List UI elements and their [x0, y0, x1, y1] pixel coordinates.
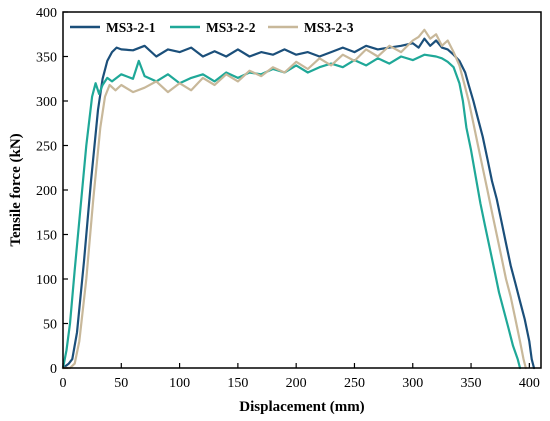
y-tick-label: 400	[36, 6, 57, 21]
y-tick-label: 100	[36, 273, 57, 288]
x-tick-label: 50	[114, 376, 128, 391]
y-axis-label: Tensile force (kN)	[8, 133, 24, 246]
y-tick-label: 350	[36, 51, 57, 66]
x-tick-label: 400	[519, 376, 540, 391]
legend-label-2: MS3-2-2	[206, 20, 256, 35]
x-tick-label: 350	[461, 376, 482, 391]
x-tick-label: 0	[60, 376, 67, 391]
series-line-2	[61, 53, 522, 370]
x-tick-label: 200	[286, 376, 307, 391]
x-tick-label: 150	[227, 376, 248, 391]
y-tick-label: 0	[50, 362, 57, 377]
x-tick-label: 250	[344, 376, 365, 391]
x-axis-ticks: 0 50 100 150 200 250 300 350 400	[60, 363, 540, 391]
series-layer	[61, 28, 536, 370]
legend: MS3-2-1 MS3-2-2 MS3-2-3	[70, 20, 354, 35]
series-line-1	[61, 37, 536, 370]
x-axis-label: Displacement (mm)	[239, 399, 364, 415]
y-tick-label: 200	[36, 184, 57, 199]
x-tick-label: 100	[169, 376, 190, 391]
series-line-3	[61, 28, 527, 370]
y-tick-label: 150	[36, 229, 57, 244]
y-tick-label: 250	[36, 140, 57, 155]
y-tick-label: 50	[43, 318, 57, 333]
x-tick-label: 300	[402, 376, 423, 391]
legend-label-1: MS3-2-1	[106, 20, 156, 35]
y-axis-ticks: 0 50 100 150 200 250 300 350 400	[36, 6, 68, 377]
y-tick-label: 300	[36, 95, 57, 110]
legend-label-3: MS3-2-3	[304, 20, 354, 35]
